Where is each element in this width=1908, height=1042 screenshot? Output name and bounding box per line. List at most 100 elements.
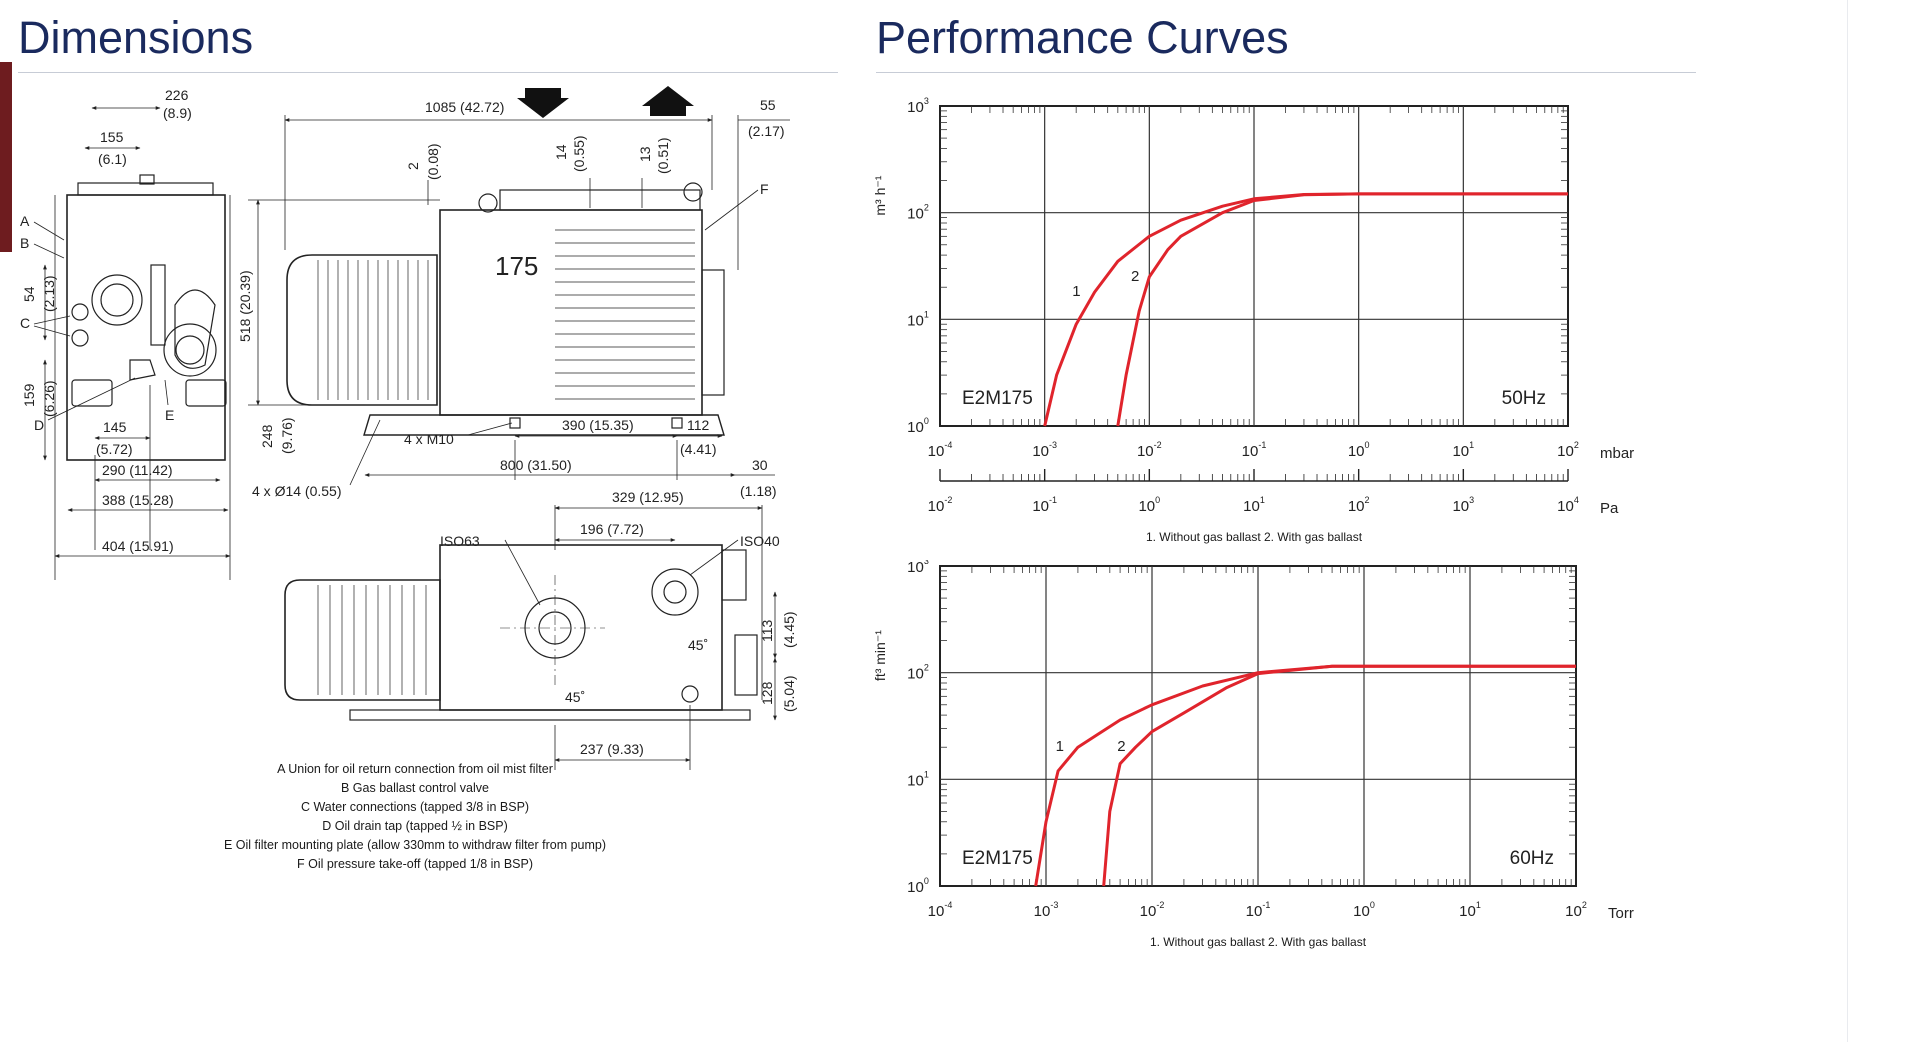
x-tick-label: 10-3 [1032,440,1057,460]
series-2-line [1102,664,1576,887]
end-view-lift-eye [139,174,155,185]
dim-237: 237 (9.33) [580,741,644,757]
dim-1085: 1085 (42.72) [425,99,504,115]
secondary-x-tick-label: 103 [1452,495,1474,515]
y-axis-label: ft³ min⁻¹ [872,630,888,681]
callout-A: A [20,213,30,229]
front-view: 175 1085 (42.72) 55 (2.17) 2 (0.08) 14 [237,86,790,499]
x-tick-label: 10-2 [1137,440,1162,460]
end-view-oil-filter [163,323,217,377]
x-unit-label: Torr [1608,905,1634,922]
end-view-oil-filter-inner [175,335,205,365]
y-tick-label: 103 [907,560,929,576]
dim-145: 145 [103,419,127,435]
pump-end-cover [701,269,725,396]
pump-model-label: 175 [495,251,538,281]
pump-lift-eye-left [478,193,498,213]
top-drain-port [681,685,699,703]
end-view-foot-right [185,379,227,407]
x-unit-label: mbar [1600,445,1634,462]
iso40-flange [651,568,699,616]
top-motor-fins [317,585,427,695]
note-A: A Union for oil return connection from o… [277,762,553,776]
dim-14: 14 [553,144,569,160]
series-2-label: 2 [1131,268,1139,285]
callout-A-leader [33,221,65,241]
label-iso40-leader [689,539,739,576]
motor-body [286,254,438,406]
end-view-drain-tap [129,359,156,381]
series-1-label: 1 [1072,283,1080,300]
dim-155-in: (6.1) [98,151,127,167]
x-tick-label: 10-1 [1242,440,1267,460]
secondary-axis-ticks [939,469,1569,481]
dim-159: 159 [21,383,37,407]
callout-F-leader [704,189,759,231]
note-F: F Oil pressure take-off (tapped 1/8 in B… [297,857,533,871]
top-view: 329 (12.95) 196 (7.72) ISO63 ISO40 45˚ 4… [284,489,797,770]
dimensions-drawing: 226 (8.9) 155 (6.1) 54 (2.13) 159 (6.26)… [20,86,797,770]
dim-248: 248 [259,424,275,448]
callout-D-leader [47,377,136,421]
y-tick-label: 103 [907,96,929,116]
x-tick-label: 101 [1459,900,1481,920]
label-iso63: ISO63 [440,533,480,549]
dim-55-in: (2.17) [748,123,785,139]
chart-model-label: E2M175 [962,848,1033,869]
note-E: E Oil filter mounting plate (allow 330mm… [223,838,607,852]
end-view-water-connection-upper [71,303,89,321]
end-view: 226 (8.9) 155 (6.1) 54 (2.13) 159 (6.26)… [20,87,231,580]
top-motor [284,579,441,701]
y-tick-label: 101 [907,769,929,789]
chart-50hz: 10-4 10-3 10-2 10-1 100 101 102 100 101 102 103 mba… [872,96,1634,544]
note-C: C Water connections (tapped 3/8 in BSP) [300,800,530,814]
chart-legend: 1. Without gas ballast 2. With gas balla… [1150,935,1367,949]
chart-model-label: E2M175 [962,388,1033,409]
top-end-cover [734,634,758,696]
angle-45-iso40: 45˚ [688,637,708,653]
chart-frequency-label: 50Hz [1502,388,1546,409]
dim-145-in: (5.72) [96,441,133,457]
page-right-margin [1847,0,1908,1042]
dim-54: 54 [21,286,37,302]
chart-60hz: 10-4 10-3 10-2 10-1 100 101 102 100 101 102 103 Tor… [872,560,1634,949]
dim-518: 518 (20.39) [237,270,253,342]
x-tick-label: 10-2 [1140,900,1165,920]
y-tick-label: 102 [907,663,929,683]
end-view-handle [174,289,216,369]
top-end-fitting [721,549,747,601]
x-tick-label: 100 [1348,440,1370,460]
y-tick-label: 102 [907,203,929,223]
dim-226: 226 [165,87,189,103]
series-1-label: 1 [1056,738,1064,755]
dim-hole: 4 x Ø14 (0.55) [252,483,342,499]
dim-112: 112 [687,417,710,433]
arrow-down-icon [517,88,569,118]
x-tick-label: 10-4 [928,900,953,920]
secondary-x-tick-label: 101 [1243,495,1265,515]
dim-390: 390 (15.35) [562,417,634,433]
base-mount-1 [509,417,521,429]
callout-C-leader-1 [33,315,71,325]
end-view-foot-left [71,379,113,407]
dim-112-in: (4.41) [680,441,717,457]
dim-155: 155 [100,129,124,145]
dim-hole-leader [349,419,381,486]
end-view-sight-glass-inner [100,283,134,317]
arrow-up-icon [642,86,694,116]
x-tick-label: 10-4 [928,440,953,460]
end-view-top-cap [77,182,214,196]
callout-B-leader [33,243,65,259]
dim-113: 113 [759,619,775,642]
minor-ticks [940,566,1576,886]
dim-m10-leader [467,422,513,436]
pump-fins [555,229,695,400]
y-tick-label: 100 [907,876,929,896]
dim-55: 55 [760,97,776,113]
dim-196: 196 (7.72) [580,521,644,537]
end-view-sight-glass [91,274,143,326]
dim-404: 404 (15.91) [102,538,174,554]
dim-54-in: (2.13) [41,275,57,312]
callout-E: E [165,407,174,423]
label-iso40: ISO40 [740,533,780,549]
